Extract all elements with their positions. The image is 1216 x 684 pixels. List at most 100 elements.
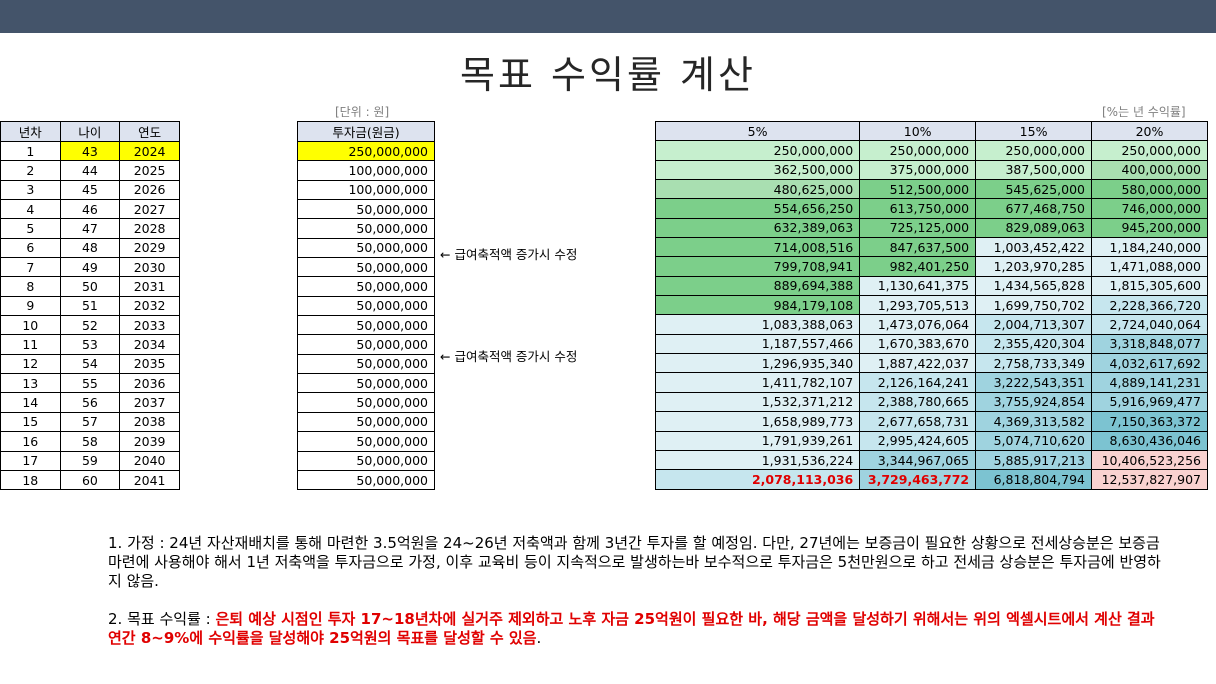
cell-rate-value: 4,032,617,692	[1091, 353, 1208, 374]
cell-year: 2028	[119, 218, 180, 239]
cell-rate-value: 1,003,452,422	[975, 237, 1093, 258]
cell-rate-value: 2,758,733,349	[975, 353, 1093, 374]
header-rate: 15%	[975, 120, 1093, 142]
cell-rate-value: 5,074,710,620	[975, 430, 1093, 451]
table-row: 2 44 2025	[0, 160, 180, 181]
cell-rate-value: 1,699,750,702	[975, 295, 1093, 316]
table-row: 7 49 2030	[0, 257, 180, 278]
cell-year: 2030	[119, 257, 180, 278]
table-row: 480,625,000 512,500,000 545,625,000 580,000…	[654, 179, 1208, 200]
cell-age: 43	[59, 140, 121, 162]
cell-age: 54	[59, 353, 121, 375]
cell-age: 45	[59, 179, 121, 201]
cell-rate-value: 387,500,000	[975, 159, 1093, 181]
assumption-paragraph: 1. 가정 : 24년 자산재배치를 통해 마련한 3.5억원을 24~26년 …	[108, 534, 1161, 590]
table-row: 1,532,371,212 2,388,780,665 3,755,924,854 5…	[654, 391, 1208, 413]
cell-age: 50	[59, 276, 121, 297]
cell-investment: 50,000,000	[297, 469, 435, 491]
cell-n: 12	[0, 353, 61, 375]
cell-rate-value: 1,083,388,063	[654, 314, 861, 335]
cell-rate-value: 889,694,388	[654, 275, 861, 297]
table-row: 18 60 2041	[0, 469, 180, 491]
cell-rate-value: 250,000,000	[1091, 140, 1208, 161]
cell-n: 7	[0, 257, 61, 278]
cell-rate-value: 250,000,000	[859, 140, 977, 161]
target-rate-prefix: 2. 목표 수익률 :	[108, 610, 216, 628]
table-row: 50,000,000	[297, 295, 435, 317]
unit-label-won: [단위 : 원]	[335, 105, 390, 119]
cell-investment: 50,000,000	[297, 237, 435, 259]
cell-age: 56	[59, 392, 121, 413]
cell-year: 2026	[119, 179, 180, 201]
cell-rate-value: 8,630,436,046	[1091, 430, 1208, 451]
header-year-no: 년차	[0, 121, 61, 142]
cell-n: 9	[0, 295, 61, 317]
cell-age: 46	[59, 199, 121, 220]
cell-age: 53	[59, 334, 121, 355]
cell-year: 2025	[119, 160, 180, 181]
table-row: 2,078,113,036 3,729,463,772 6,818,804,794 1…	[654, 469, 1208, 490]
cell-rate-value: 632,389,063	[654, 217, 861, 239]
table-row: 250,000,000 250,000,000 250,000,000 250,000…	[654, 140, 1208, 161]
cell-rate-value: 1,130,641,375	[859, 275, 977, 297]
cell-rate-value: 1,293,705,513	[859, 295, 977, 316]
table-row: 1,931,536,224 3,344,967,065 5,885,917,213 1…	[654, 449, 1208, 471]
cell-rate-value: 613,750,000	[859, 198, 977, 219]
table-row: 15 57 2038	[0, 411, 180, 433]
cell-rate-value: 2,355,420,304	[975, 333, 1093, 355]
table-row: 12 54 2035	[0, 353, 180, 375]
cell-rate-value: 4,369,313,582	[975, 411, 1093, 432]
cell-n: 17	[0, 450, 61, 471]
cell-investment: 50,000,000	[297, 315, 435, 336]
cell-investment: 50,000,000	[297, 411, 435, 433]
cell-n: 15	[0, 411, 61, 433]
table-row: 6 48 2029	[0, 237, 180, 259]
cell-investment: 50,000,000	[297, 257, 435, 278]
cell-year: 2032	[119, 295, 180, 317]
cell-rate-value: 580,000,000	[1091, 179, 1208, 200]
cell-year: 2037	[119, 392, 180, 413]
cell-rate-value: 4,889,141,231	[1091, 372, 1208, 393]
cell-rate-value: 3,318,848,077	[1091, 333, 1208, 355]
cell-year: 2041	[119, 469, 180, 491]
cell-rate-value: 3,222,543,351	[975, 372, 1093, 393]
cell-n: 14	[0, 392, 61, 413]
cell-rate-value: 1,815,305,600	[1091, 275, 1208, 297]
table-row: 714,008,516 847,637,500 1,003,452,422 1,184…	[654, 237, 1208, 258]
cell-investment: 50,000,000	[297, 199, 435, 220]
cell-year: 2036	[119, 373, 180, 394]
cell-rate-value: 714,008,516	[654, 237, 861, 258]
cell-year: 2027	[119, 199, 180, 220]
cell-age: 44	[59, 160, 121, 181]
table-row: 5 47 2028	[0, 218, 180, 239]
cell-rate-value: 10,406,523,256	[1091, 449, 1208, 471]
cell-investment: 50,000,000	[297, 334, 435, 355]
cell-year: 2039	[119, 431, 180, 452]
unit-label-percent: [%는 년 수익률]	[1102, 105, 1186, 119]
table-row: 8 50 2031	[0, 276, 180, 297]
cell-rate-value: 375,000,000	[859, 159, 977, 181]
cell-investment: 50,000,000	[297, 392, 435, 413]
cell-year: 2031	[119, 276, 180, 297]
cell-rate-value: 250,000,000	[975, 140, 1093, 161]
table-row: 50,000,000	[297, 315, 435, 336]
table-row: 250,000,000	[297, 140, 435, 162]
table-row: 889,694,388 1,130,641,375 1,434,565,828 1,8…	[654, 275, 1208, 297]
cell-age: 52	[59, 315, 121, 336]
cell-rate-value: 1,791,939,261	[654, 430, 861, 451]
cell-rate-value: 545,625,000	[975, 179, 1093, 200]
table-row: 50,000,000	[297, 257, 435, 278]
cell-rate-value: 400,000,000	[1091, 159, 1208, 181]
cell-rate-value: 2,677,658,731	[859, 411, 977, 432]
cell-rate-value: 12,537,827,907	[1091, 469, 1208, 490]
table-row: 13 55 2036	[0, 373, 180, 394]
page-title: 목표 수익률 계산	[460, 53, 756, 97]
header-rate: 5%	[654, 120, 861, 142]
annotation-note: ← 급여축적액 증가시 수정	[440, 349, 578, 364]
table-row: 1,658,989,773 2,677,658,731 4,369,313,582 7…	[654, 411, 1208, 432]
table-row: 14 56 2037	[0, 392, 180, 413]
cell-rate-value: 2,388,780,665	[859, 391, 977, 413]
annotation-note: ← 급여축적액 증가시 수정	[440, 247, 578, 262]
cell-age: 48	[59, 237, 121, 259]
table-row: 1,411,782,107 2,126,164,241 3,222,543,351 4…	[654, 372, 1208, 393]
